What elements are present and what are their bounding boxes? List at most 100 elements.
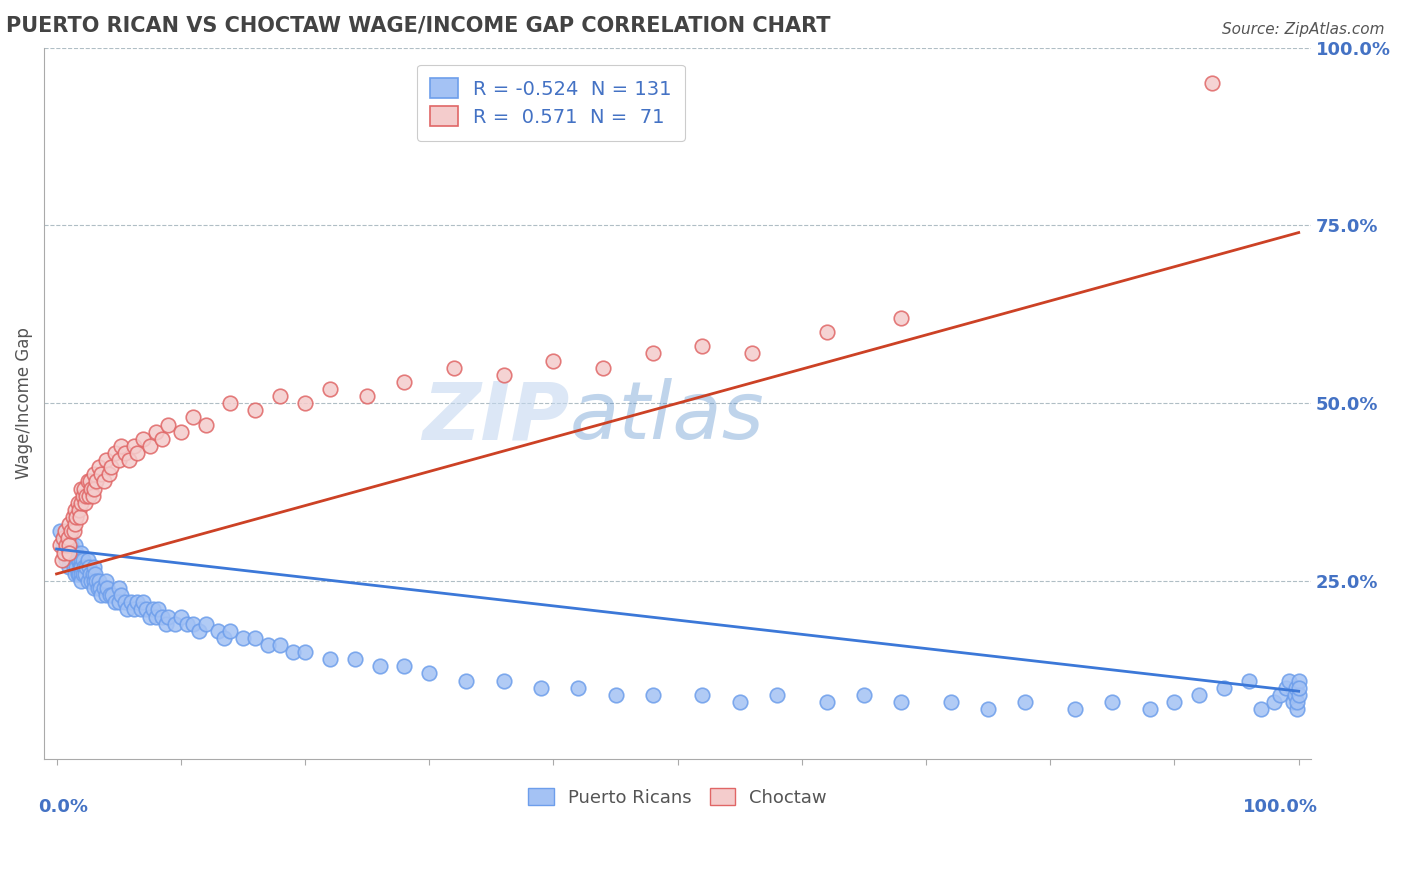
Point bbox=[543, 353, 565, 368]
Point bbox=[1250, 702, 1272, 716]
Point bbox=[219, 396, 242, 410]
Point bbox=[67, 566, 90, 581]
Point bbox=[1288, 688, 1310, 702]
Point bbox=[63, 517, 86, 532]
Point bbox=[83, 559, 105, 574]
Point bbox=[90, 588, 112, 602]
Point bbox=[52, 532, 75, 546]
Point bbox=[56, 538, 79, 552]
Point bbox=[96, 453, 118, 467]
Point bbox=[62, 545, 84, 559]
Point bbox=[96, 581, 118, 595]
Point bbox=[269, 389, 291, 403]
Point bbox=[69, 559, 91, 574]
Point bbox=[53, 538, 76, 552]
Point bbox=[135, 602, 157, 616]
Point bbox=[87, 574, 110, 588]
Point bbox=[84, 574, 107, 588]
Point bbox=[63, 552, 86, 566]
Point bbox=[394, 375, 416, 389]
Point bbox=[65, 510, 87, 524]
Point bbox=[977, 702, 1000, 716]
Point bbox=[83, 574, 105, 588]
Point bbox=[58, 559, 80, 574]
Point bbox=[83, 581, 105, 595]
Point bbox=[890, 695, 912, 709]
Point bbox=[1163, 695, 1185, 709]
Point bbox=[176, 616, 198, 631]
Point bbox=[194, 417, 217, 432]
Point bbox=[49, 538, 72, 552]
Point bbox=[53, 545, 76, 559]
Point bbox=[1288, 681, 1310, 695]
Point bbox=[63, 538, 86, 552]
Point bbox=[80, 574, 103, 588]
Point bbox=[1014, 695, 1036, 709]
Point bbox=[256, 638, 278, 652]
Point bbox=[77, 559, 100, 574]
Point bbox=[75, 559, 97, 574]
Point bbox=[170, 425, 193, 439]
Point bbox=[232, 631, 254, 645]
Point bbox=[127, 446, 149, 460]
Point bbox=[104, 446, 127, 460]
Point bbox=[219, 624, 242, 638]
Point bbox=[60, 524, 83, 539]
Point bbox=[70, 574, 93, 588]
Point bbox=[155, 616, 177, 631]
Point bbox=[60, 538, 83, 552]
Point bbox=[492, 673, 515, 688]
Point bbox=[1285, 681, 1308, 695]
Point bbox=[55, 545, 77, 559]
Point bbox=[56, 532, 79, 546]
Point bbox=[120, 595, 142, 609]
Point bbox=[53, 524, 76, 539]
Text: atlas: atlas bbox=[569, 378, 765, 457]
Point bbox=[77, 489, 100, 503]
Point bbox=[194, 616, 217, 631]
Point bbox=[66, 566, 89, 581]
Point bbox=[122, 439, 145, 453]
Point bbox=[79, 566, 101, 581]
Point bbox=[212, 631, 235, 645]
Point bbox=[70, 482, 93, 496]
Text: Source: ZipAtlas.com: Source: ZipAtlas.com bbox=[1222, 22, 1385, 37]
Point bbox=[132, 432, 155, 446]
Point bbox=[530, 681, 553, 695]
Point bbox=[58, 538, 80, 552]
Point bbox=[142, 602, 165, 616]
Point bbox=[58, 532, 80, 546]
Point bbox=[114, 446, 136, 460]
Point bbox=[1263, 695, 1285, 709]
Point bbox=[70, 566, 93, 581]
Point bbox=[368, 659, 391, 673]
Point bbox=[766, 688, 789, 702]
Point bbox=[80, 482, 103, 496]
Point bbox=[207, 624, 229, 638]
Point bbox=[150, 609, 173, 624]
Point bbox=[1286, 702, 1309, 716]
Point bbox=[63, 524, 86, 539]
Point bbox=[1101, 695, 1123, 709]
Point bbox=[117, 453, 139, 467]
Point bbox=[188, 624, 211, 638]
Point bbox=[281, 645, 304, 659]
Point bbox=[93, 475, 115, 489]
Point bbox=[82, 566, 104, 581]
Point bbox=[58, 545, 80, 559]
Point bbox=[69, 510, 91, 524]
Point bbox=[157, 417, 180, 432]
Point bbox=[815, 325, 838, 339]
Point bbox=[89, 581, 111, 595]
Point bbox=[107, 581, 129, 595]
Point bbox=[343, 652, 366, 666]
Point bbox=[53, 532, 76, 546]
Point bbox=[82, 489, 104, 503]
Text: ZIP: ZIP bbox=[423, 378, 569, 457]
Point bbox=[76, 475, 98, 489]
Point bbox=[49, 524, 72, 539]
Point bbox=[145, 609, 167, 624]
Point bbox=[97, 467, 120, 482]
Point bbox=[122, 602, 145, 616]
Point bbox=[63, 503, 86, 517]
